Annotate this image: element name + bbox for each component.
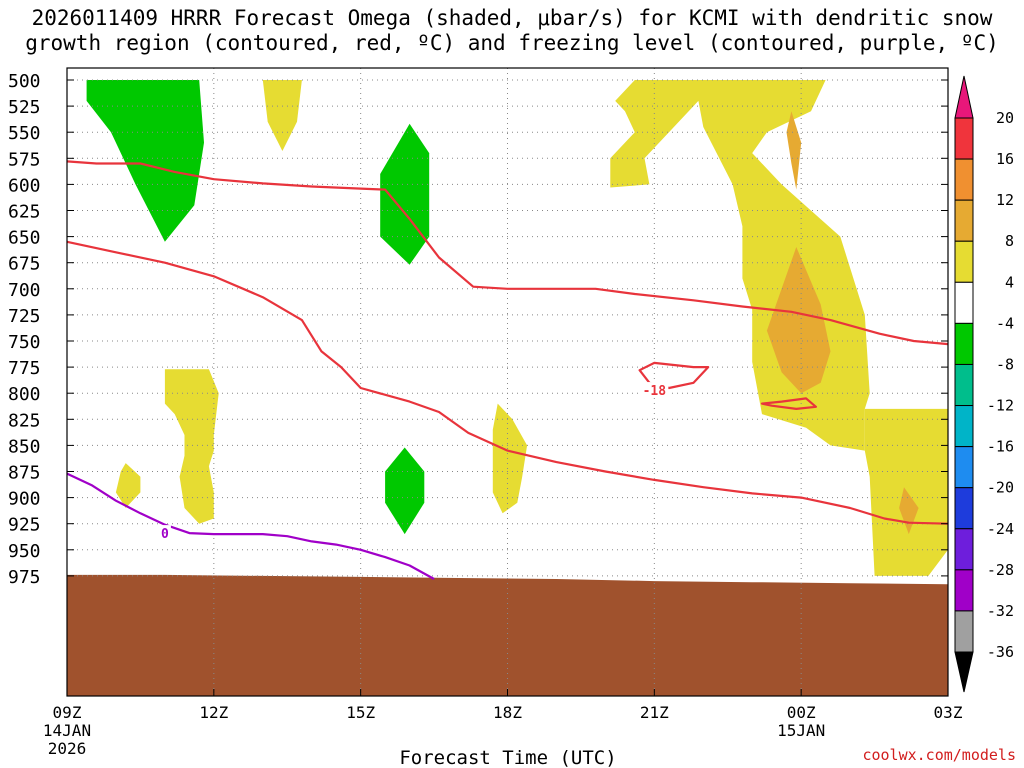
colorbar-bin-3 xyxy=(954,199,974,242)
grid-layer xyxy=(67,68,948,696)
colorbar-bin-7 xyxy=(954,363,974,407)
colorbar-label-2: 16 xyxy=(996,150,1014,168)
colorbar-bin-8 xyxy=(954,405,974,448)
colorbar-bin-6 xyxy=(954,322,974,365)
terrain-layer xyxy=(67,574,948,696)
x-tick-label-18Z: 18Z xyxy=(493,703,522,722)
omega-region-10 xyxy=(115,463,141,508)
omega-region-8 xyxy=(899,487,919,535)
dgz-contour-m12-1 xyxy=(66,160,949,346)
dgz-contour-m18-4 xyxy=(760,397,818,410)
y-tick-label-750: 750 xyxy=(8,332,41,353)
colorbar-bin-4 xyxy=(954,240,974,283)
contour-label-bg-1 xyxy=(158,525,171,541)
freezing-level-contour-1 xyxy=(66,472,435,580)
x-tick-date-09Z: 14JAN xyxy=(43,721,91,740)
colorbar-bin-13 xyxy=(954,610,974,653)
chart-title-line-2: growth region (contoured, red, ºC) and f… xyxy=(25,31,999,55)
y-tick-label-825: 825 xyxy=(8,410,41,431)
colorbar-bin-9 xyxy=(954,446,974,489)
y-tick-label-775: 775 xyxy=(8,358,41,379)
contour-label-bg-2 xyxy=(640,382,669,398)
x-tick-year-09Z: 2026 xyxy=(48,739,87,758)
colorbar-label-12: -28 xyxy=(987,561,1014,579)
contour-label-2: -18 xyxy=(643,384,667,399)
colorbar-bottom-arrow xyxy=(954,651,974,693)
omega-region-2 xyxy=(262,80,302,151)
x-tick-date-00Z: 15JAN xyxy=(777,721,825,740)
colorbar-label-6: -4 xyxy=(996,314,1014,332)
colorbar-bin-2 xyxy=(954,158,974,201)
colorbar: 20 16 12 8 4 -4 -8 -12 -16 -20 -24 -28 -32 -36 xyxy=(954,75,1014,693)
dgz-contour-m18-2 xyxy=(66,240,949,525)
y-tick-label-550: 550 xyxy=(8,123,41,144)
colorbar-label-4: 8 xyxy=(1005,232,1014,250)
x-axis-label: Forecast Time (UTC) xyxy=(399,747,616,768)
credit-text: coolwx.com/models xyxy=(862,746,1016,764)
colorbar-label-13: -32 xyxy=(987,602,1014,620)
colorbar-label-8: -12 xyxy=(987,397,1014,415)
x-tick-label-21Z: 21Z xyxy=(640,703,669,722)
colorbar-bin-5 xyxy=(954,281,974,324)
x-tick-label-09Z: 09Z xyxy=(53,703,82,722)
terrain-surface xyxy=(67,574,948,696)
colorbar-bin-1 xyxy=(954,117,974,160)
y-tick-label-975: 975 xyxy=(8,567,41,588)
colorbar-top-arrow xyxy=(954,75,974,119)
colorbar-label-14: -36 xyxy=(987,643,1014,661)
contour-layer xyxy=(66,160,949,580)
omega-region-6 xyxy=(786,111,802,190)
y-tick-label-600: 600 xyxy=(8,175,41,196)
contour-label-1: 0 xyxy=(161,527,169,542)
y-tick-label-625: 625 xyxy=(8,202,41,223)
y-tick-label-725: 725 xyxy=(8,306,41,327)
colorbar-bin-11 xyxy=(954,528,974,571)
y-tick-label-500: 500 xyxy=(8,71,41,92)
y-tick-label-700: 700 xyxy=(8,280,41,301)
y-tick-label-925: 925 xyxy=(8,515,41,536)
y-tick-label-850: 850 xyxy=(8,436,41,457)
omega-region-1 xyxy=(86,80,204,242)
y-tick-label-575: 575 xyxy=(8,149,41,170)
y-tick-label-875: 875 xyxy=(8,463,41,484)
omega-region-9 xyxy=(164,369,219,524)
y-tick-label-950: 950 xyxy=(8,541,41,562)
x-tick-label-03Z: 03Z xyxy=(934,703,963,722)
dgz-contour-m18-3 xyxy=(638,361,710,390)
x-tick-label-00Z: 00Z xyxy=(787,703,816,722)
axes-layer: 500 525 550 575 600 625 650 675 700 725 750 775 800 8… xyxy=(8,71,963,758)
omega-region-11 xyxy=(385,447,425,535)
chart-title: 2026011409 HRRR Forecast Omega (shaded, … xyxy=(0,6,1024,56)
omega-region-3 xyxy=(380,123,430,265)
colorbar-label-9: -16 xyxy=(987,438,1014,456)
y-tick-label-650: 650 xyxy=(8,228,41,249)
colorbar-label-10: -20 xyxy=(987,479,1014,497)
omega-region-12 xyxy=(492,403,528,514)
x-tick-label-12Z: 12Z xyxy=(199,703,228,722)
omega-region-7 xyxy=(766,247,831,394)
y-tick-label-525: 525 xyxy=(8,97,41,118)
colorbar-label-11: -24 xyxy=(987,520,1014,538)
colorbar-bin-12 xyxy=(954,569,974,612)
y-tick-label-675: 675 xyxy=(8,254,41,275)
contour-label-layer: 0 -18 xyxy=(158,382,669,542)
colorbar-label-7: -8 xyxy=(996,355,1014,373)
y-tick-label-800: 800 xyxy=(8,384,41,405)
y-tick-label-900: 900 xyxy=(8,489,41,510)
colorbar-label-1: 20 xyxy=(996,109,1014,127)
x-tick-label-15Z: 15Z xyxy=(346,703,375,722)
chart-title-line-1: 2026011409 HRRR Forecast Omega (shaded, … xyxy=(31,6,993,30)
colorbar-bin-10 xyxy=(954,487,974,530)
colorbar-label-5: 4 xyxy=(1005,273,1014,291)
colorbar-label-3: 12 xyxy=(996,191,1014,209)
